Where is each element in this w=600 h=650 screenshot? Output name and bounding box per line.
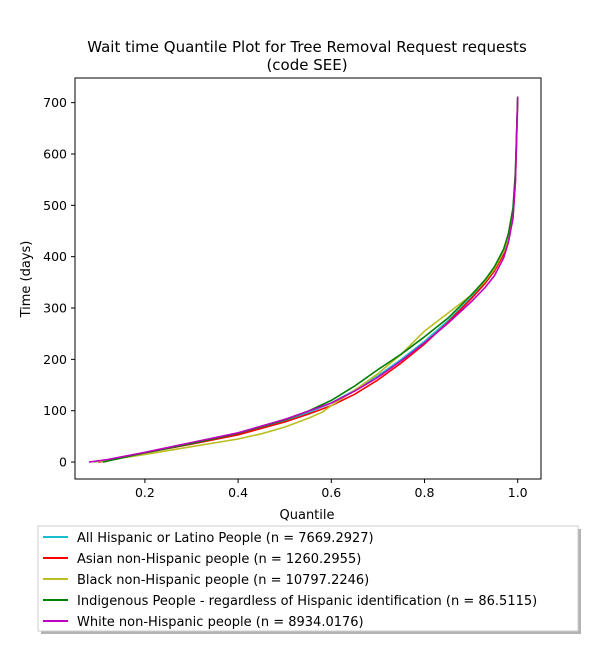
legend-entry-5: White non-Hispanic people (n = 8934.0176… bbox=[77, 615, 364, 630]
chart-subtitle: (code SEE) bbox=[266, 56, 347, 74]
legend-entry-3: Black non-Hispanic people (n = 10797.224… bbox=[77, 573, 369, 588]
y-tick-label: 0 bbox=[59, 455, 67, 470]
x-tick-label: 0.4 bbox=[228, 485, 248, 500]
plot-area bbox=[74, 77, 542, 480]
y-axis-label: Time (days) bbox=[19, 241, 34, 319]
legend: All Hispanic or Latino People (n = 7669.… bbox=[37, 525, 581, 634]
x-tick-label: 0.2 bbox=[135, 485, 155, 500]
legend-entry-4: Indigenous People - regardless of Hispan… bbox=[77, 594, 537, 609]
legend-frame bbox=[37, 525, 579, 632]
legend-entry-2: Asian non-Hispanic people (n = 1260.2955… bbox=[77, 552, 361, 567]
x-axis-label: Quantile bbox=[280, 508, 335, 523]
y-tick-label: 200 bbox=[43, 352, 67, 367]
y-tick-label: 700 bbox=[43, 95, 67, 110]
legend-entry-1: All Hispanic or Latino People (n = 7669.… bbox=[77, 531, 374, 546]
y-tick-label: 600 bbox=[43, 146, 67, 161]
series-line-3 bbox=[93, 98, 519, 463]
x-tick-label: 0.8 bbox=[415, 485, 435, 500]
y-tick-label: 100 bbox=[43, 403, 67, 418]
chart-title: Wait time Quantile Plot for Tree Removal… bbox=[87, 38, 527, 56]
series-line-4 bbox=[102, 97, 519, 463]
y-tick-label: 300 bbox=[43, 301, 67, 316]
x-tick-label: 0.6 bbox=[321, 485, 341, 500]
series-line-5 bbox=[88, 96, 519, 463]
x-axis: 0.2 0.4 0.6 0.8 1.0 bbox=[135, 479, 528, 500]
y-tick-label: 400 bbox=[43, 249, 67, 264]
y-tick-label: 500 bbox=[43, 198, 67, 213]
x-tick-label: 1.0 bbox=[508, 485, 528, 500]
y-axis: 0 100 200 300 400 500 600 700 bbox=[43, 95, 75, 470]
